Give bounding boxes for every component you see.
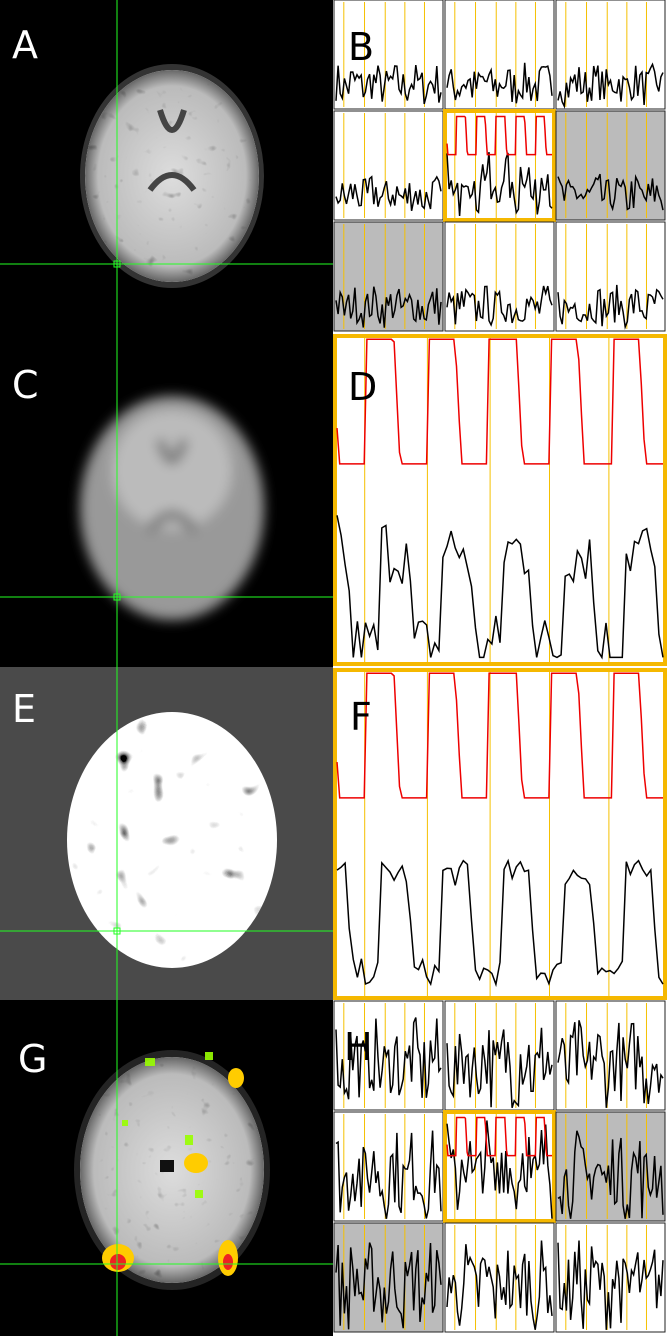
time-series [557,173,664,212]
time-series [335,286,442,328]
panel-label: E [12,687,36,731]
time-series [336,515,664,660]
panel-label: B [348,25,374,69]
time-series [557,62,664,109]
panel-label: G [18,1037,47,1081]
time-series [557,1130,664,1219]
time-series [446,1120,553,1219]
panel-label: D [348,365,377,409]
brain-a [80,64,264,288]
brain-c [80,396,264,620]
brain-e [67,712,277,968]
panel-label: H [344,1025,373,1069]
model-wave [446,1116,552,1157]
time-series [557,1020,664,1108]
time-series [446,285,553,327]
time-series [557,1240,664,1330]
time-series [335,175,442,211]
trace-cell [444,221,555,332]
time-series [446,1240,553,1330]
time-series [446,62,553,104]
model-wave [336,338,663,465]
brain-g [74,1050,270,1290]
time-series [446,1027,553,1109]
panel-label: A [12,23,38,67]
time-series [335,1242,442,1330]
time-series [335,64,442,105]
trace-cell [555,221,666,332]
model-wave [336,672,663,799]
trace-cell [333,668,667,1000]
trace-cell [555,0,666,110]
trace-cell [443,109,556,222]
trace-cell [333,110,444,221]
model-wave [446,115,552,156]
time-series [336,858,664,988]
trace-cell [333,334,667,666]
panel-label: F [350,695,372,739]
time-series [335,1017,442,1100]
time-series [446,152,553,216]
panel-label: C [12,363,39,407]
time-series [335,1130,442,1219]
time-series [557,284,664,330]
crosshair [0,0,333,1336]
